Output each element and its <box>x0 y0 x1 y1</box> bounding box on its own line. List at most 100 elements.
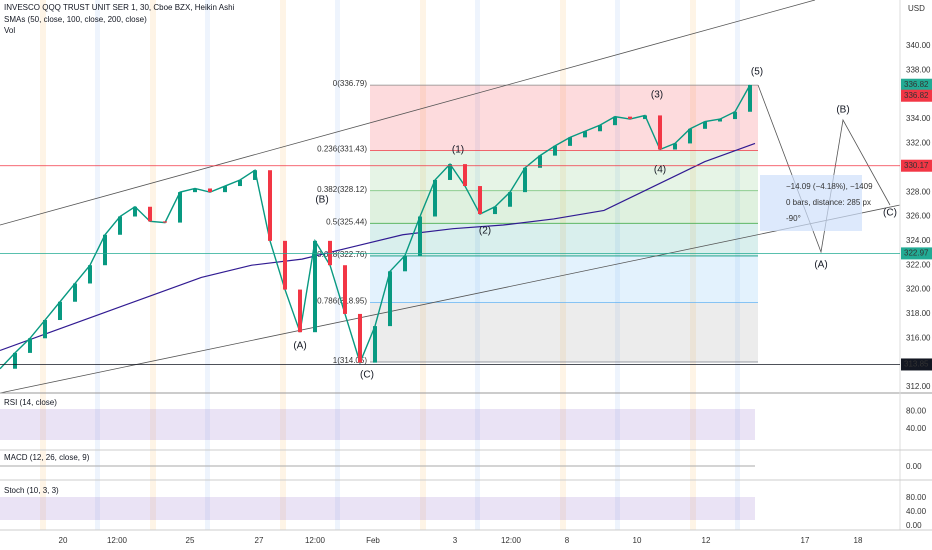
vol-legend: Vol <box>4 26 15 35</box>
candle <box>238 179 242 187</box>
wave-label: (B) <box>315 195 328 206</box>
wave-label: (B) <box>836 105 849 116</box>
x-tick-label: 12:00 <box>305 536 326 545</box>
candle <box>118 216 122 235</box>
candle <box>688 128 692 144</box>
x-tick-label: 10 <box>633 536 642 545</box>
candle <box>88 265 92 284</box>
candle <box>13 352 17 369</box>
candle <box>283 240 287 290</box>
candle <box>163 221 167 223</box>
y-tick-label: 324.00 <box>906 236 931 245</box>
pane-band <box>0 409 755 440</box>
x-tick-label: 12:00 <box>107 536 128 545</box>
pane-label: Stoch (10, 3, 3) <box>4 486 59 495</box>
candle <box>328 240 332 266</box>
x-tick-label: 17 <box>801 536 810 545</box>
candle <box>718 119 722 122</box>
candle <box>508 192 512 207</box>
candle <box>613 116 617 126</box>
candle <box>583 131 587 138</box>
candle <box>298 289 302 333</box>
x-tick-label: 12:00 <box>501 536 522 545</box>
pane-tick-label: 40.00 <box>906 507 927 516</box>
wave-label: (5) <box>751 67 763 78</box>
candle <box>253 170 257 180</box>
fib-label: 0(336.79) <box>333 79 368 88</box>
candle <box>73 283 77 302</box>
y-tick-label: 312.00 <box>906 382 931 391</box>
x-tick-label: 25 <box>186 536 195 545</box>
wave-label: (4) <box>654 165 666 176</box>
y-tick-label: 334.00 <box>906 114 931 123</box>
price-tag <box>901 358 932 371</box>
measure-price: −14.09 (−4.18%), −1409 <box>786 182 873 191</box>
measure-bars: 0 bars, distance: 285 px <box>786 198 871 207</box>
candle <box>343 265 347 314</box>
candle <box>478 186 482 215</box>
currency: USD <box>908 4 925 13</box>
y-tick-label: 316.00 <box>906 333 931 342</box>
fib-label: 0.618(322.76) <box>317 250 367 259</box>
x-tick-label: 20 <box>59 536 68 545</box>
price-tag <box>901 247 932 260</box>
y-tick-label: 318.00 <box>906 309 931 318</box>
channel <box>0 0 901 394</box>
candle <box>58 301 62 321</box>
wave-label: (1) <box>452 145 464 156</box>
y-tick-label: 328.00 <box>906 187 931 196</box>
candle <box>148 206 152 222</box>
y-tick-label: 340.00 <box>906 41 931 50</box>
measure-angle: -90° <box>786 214 801 223</box>
candle <box>313 240 317 333</box>
candle <box>43 320 47 339</box>
price-tag-label: 336.82 <box>904 91 929 100</box>
price-tag <box>901 89 932 102</box>
candle <box>28 338 32 353</box>
x-tick-label: Feb <box>366 536 380 545</box>
wave-label: (A) <box>814 260 827 271</box>
fib-label: 0.382(328.12) <box>317 185 367 194</box>
candle <box>193 188 197 193</box>
candle <box>448 164 452 180</box>
x-tick-label: 12 <box>702 536 711 545</box>
fib-label: 0.5(325.44) <box>326 217 367 226</box>
candle <box>403 255 407 272</box>
candle <box>103 234 107 266</box>
x-tick-label: 3 <box>453 536 458 545</box>
y-tick-label: 326.00 <box>906 212 931 221</box>
candle <box>133 206 137 217</box>
pane-label: MACD (12, 26, close, 9) <box>4 453 90 462</box>
fib-label: 0.786(318.95) <box>317 296 367 305</box>
pane-tick-label: 0.00 <box>906 521 922 530</box>
candle <box>418 216 422 256</box>
symbol-title: INVESCO QQQ TRUST UNIT SER 1, 30, Cboe B… <box>4 3 235 12</box>
wave-label: (C) <box>883 208 897 219</box>
price-tag <box>901 159 932 172</box>
candle <box>358 313 362 363</box>
candle <box>658 115 662 150</box>
candle <box>523 167 527 193</box>
y-tick-label: 338.00 <box>906 65 931 74</box>
fib-zone <box>370 85 758 151</box>
candle <box>598 125 602 132</box>
candle <box>553 145 557 156</box>
wave-label: (C) <box>360 370 374 381</box>
pane-label: RSI (14, close) <box>4 398 57 407</box>
candle <box>433 179 437 217</box>
fib-zone <box>370 223 758 256</box>
wave-label: (3) <box>651 90 663 101</box>
candle <box>463 164 467 187</box>
x-tick-label: 8 <box>565 536 570 545</box>
price-tag-label: 330.17 <box>904 161 929 170</box>
fib-zone <box>370 302 758 363</box>
pane-tick-label: 80.00 <box>906 493 927 502</box>
measure-box <box>760 175 862 231</box>
price-line <box>0 84 751 370</box>
x-tick-label: 27 <box>255 536 264 545</box>
fib-label: 1(314.05) <box>333 356 368 365</box>
candle <box>388 271 392 327</box>
